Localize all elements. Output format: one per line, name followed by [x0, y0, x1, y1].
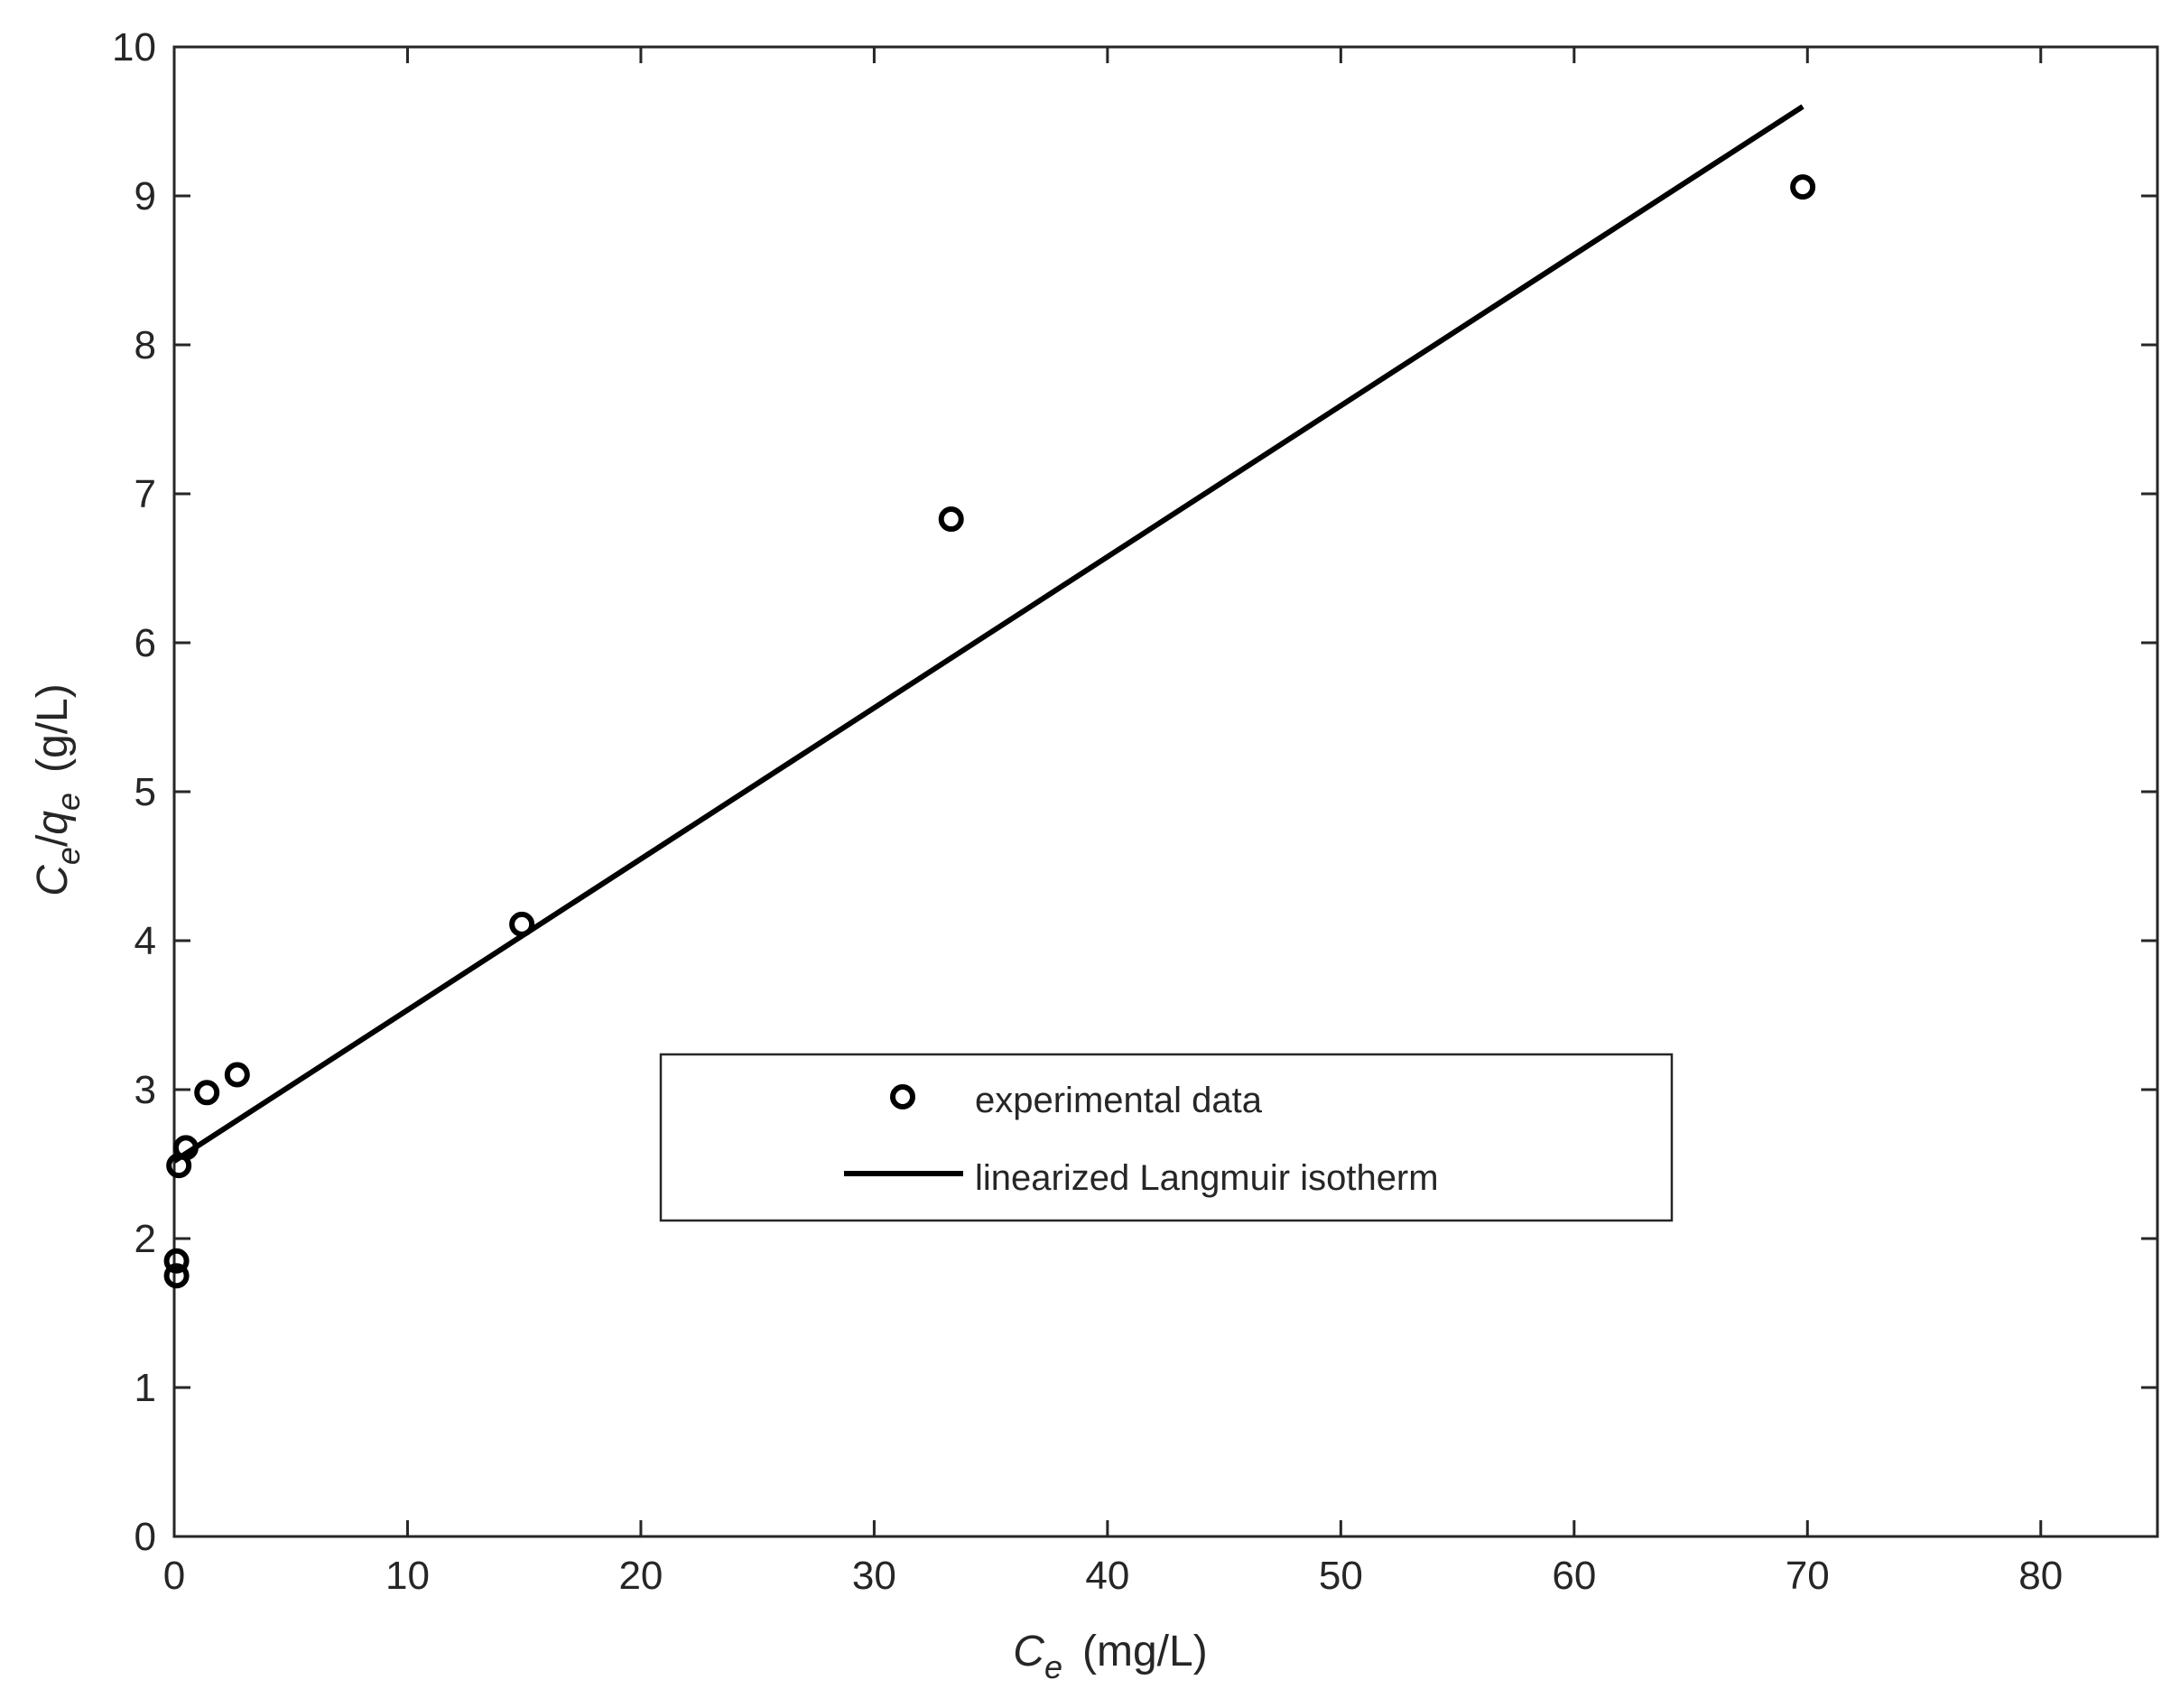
- x-tick-label: 30: [852, 1554, 896, 1598]
- y-tick-label: 0: [135, 1515, 156, 1559]
- y-axis-label: Ce/qe(g/L): [29, 683, 87, 896]
- x-tick-label: 50: [1319, 1554, 1363, 1598]
- x-tick-label: 0: [163, 1554, 185, 1598]
- y-tick-label: 6: [135, 621, 156, 665]
- data-point: [224, 1062, 250, 1088]
- plot-area: [172, 45, 2159, 1538]
- x-axis-label: Ce (mg/L): [1013, 1628, 1207, 1685]
- legend-box: [659, 1053, 1674, 1222]
- data-point: [172, 1135, 199, 1161]
- data-point: [1790, 174, 1816, 200]
- legend: experimental data linearized Langmuir is…: [659, 1053, 1674, 1222]
- y-tick-label: 10: [112, 25, 156, 70]
- y-axis-ticks: 0 1 2 3 4 5 6 7 8 9 10: [112, 25, 2157, 1559]
- y-tick-label: 3: [135, 1068, 156, 1112]
- y-tick-label: 8: [135, 323, 156, 367]
- x-tick-label: 10: [385, 1554, 430, 1598]
- y-tick-label: 1: [135, 1366, 156, 1410]
- legend-marker-icon: [890, 1084, 915, 1109]
- x-tick-label: 40: [1085, 1554, 1129, 1598]
- data-point: [163, 1263, 190, 1289]
- fit-line-layer: [172, 104, 1804, 1164]
- x-axis-ticks: 0 10 20 30 40 50 60 70 80: [163, 47, 2063, 1598]
- legend-label-langmuir: linearized Langmuir isotherm: [975, 1158, 1439, 1198]
- data-markers-layer: [163, 174, 1816, 1289]
- data-point: [509, 911, 535, 937]
- y-tick-label: 4: [135, 919, 156, 963]
- data-point: [163, 1248, 190, 1274]
- x-tick-label: 70: [1786, 1554, 1830, 1598]
- y-tick-label: 7: [135, 472, 156, 516]
- x-tick-label: 80: [2018, 1554, 2063, 1598]
- data-point: [938, 506, 964, 533]
- x-tick-label: 20: [618, 1554, 663, 1598]
- langmuir-fit-line: [172, 104, 1804, 1164]
- data-point: [194, 1080, 220, 1106]
- y-tick-label: 9: [135, 174, 156, 218]
- x-tick-label: 60: [1552, 1554, 1596, 1598]
- legend-label-experimental: experimental data: [975, 1081, 1263, 1120]
- y-tick-label: 2: [135, 1217, 156, 1261]
- y-tick-label: 5: [135, 770, 156, 814]
